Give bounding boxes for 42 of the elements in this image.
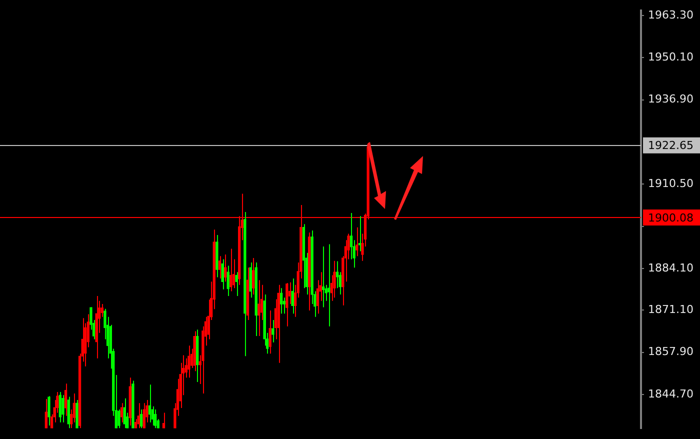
candlestick	[221, 258, 224, 290]
candlestick	[62, 394, 64, 423]
candlestick	[142, 402, 146, 428]
candlestick	[333, 260, 336, 298]
candlestick	[58, 391, 62, 423]
y-tick-label: 1950.10	[648, 50, 694, 64]
candlestick	[224, 254, 227, 282]
candlestick	[154, 409, 157, 428]
candlestick	[140, 409, 143, 428]
y-tick-label: 1884.10	[648, 261, 694, 274]
candlestick	[44, 398, 48, 428]
candlestick	[230, 248, 232, 292]
ref-line-label: 1900.08	[648, 211, 694, 224]
candlestick	[356, 226, 358, 257]
candlestick	[291, 278, 294, 314]
candlestick	[218, 256, 222, 279]
candlestick	[118, 409, 120, 428]
candlestick	[252, 258, 255, 295]
y-tick-label: 1910.50	[648, 177, 694, 190]
candlestick	[316, 280, 320, 314]
candlestick	[322, 246, 325, 308]
ref-line-label: 1922.65	[648, 139, 694, 152]
y-tick-label: 1857.90	[648, 345, 694, 358]
candlestick	[123, 398, 126, 428]
candlestick	[226, 265, 230, 297]
candlestick	[48, 396, 50, 426]
candlestick	[120, 402, 124, 423]
candlestick	[148, 384, 152, 423]
candlestick	[288, 282, 292, 305]
candlestick	[100, 304, 104, 318]
y-tick-label: 1844.70	[648, 387, 694, 400]
candlestick	[282, 297, 286, 314]
candlestick	[235, 272, 238, 297]
candlestick	[64, 383, 68, 416]
candlestick	[258, 280, 260, 337]
candlestick	[268, 310, 272, 354]
y-tick-label: 1963.30	[648, 8, 694, 22]
candlestick	[188, 345, 190, 378]
candlestick	[328, 244, 330, 327]
y-tick-label: 1871.10	[648, 302, 694, 316]
y-tick-label: 1936.90	[648, 92, 694, 106]
candlestick	[280, 288, 283, 314]
